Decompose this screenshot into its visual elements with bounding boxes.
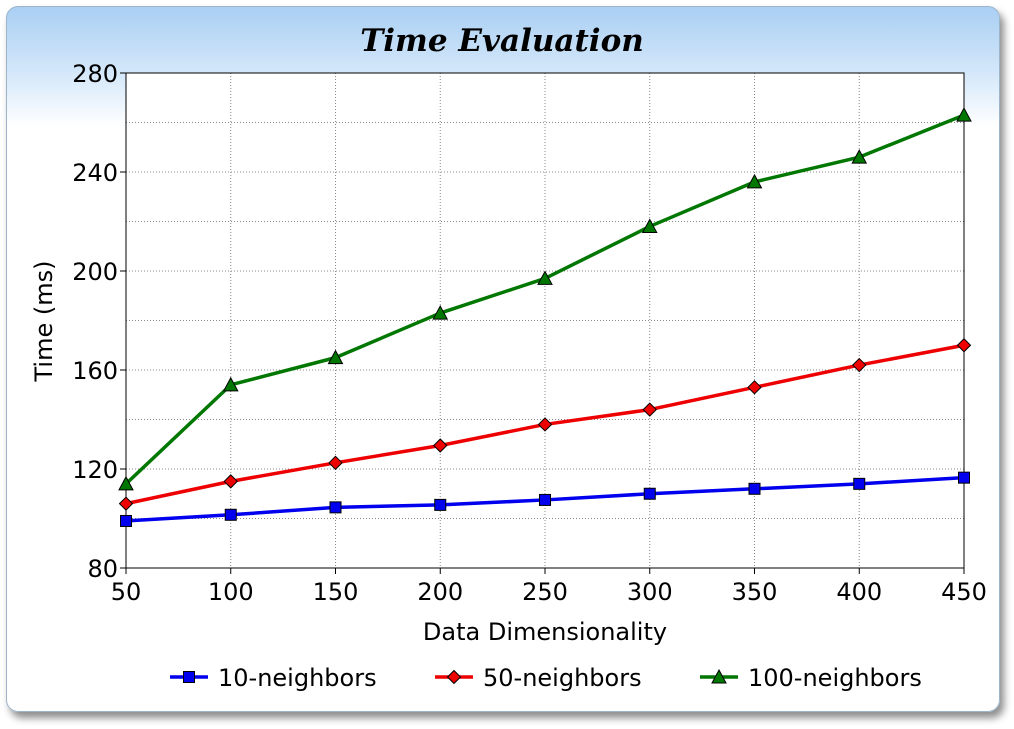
data-point-50-neighbors	[852, 357, 867, 373]
legend-item-100-neighbors: 100-neighbors	[700, 664, 922, 692]
y-tick-label: 80	[87, 555, 118, 583]
data-point-50-neighbors	[747, 380, 762, 395]
data-point-10-neighbors	[748, 482, 761, 495]
y-tick-label: 120	[72, 456, 118, 484]
x-tick-label: 300	[627, 578, 673, 606]
data-point-100-neighbors	[956, 107, 972, 122]
x-tick-label: 250	[522, 578, 568, 606]
series-50-neighbors	[118, 338, 972, 511]
x-tick-label: 100	[208, 578, 254, 606]
legend-marker	[711, 668, 727, 684]
data-point-100-neighbors	[537, 270, 553, 285]
data-point-50-neighbors	[537, 417, 553, 432]
data-point-100-neighbors	[746, 173, 763, 189]
data-point-50-neighbors	[433, 438, 448, 453]
series-layer	[118, 107, 972, 527]
data-point-50-neighbors	[118, 496, 134, 511]
data-point-50-neighbors	[223, 474, 238, 489]
y-axis: 80 120 160 200 240 280	[72, 60, 126, 583]
series-100-neighbors	[118, 107, 972, 491]
legend-label: 100-neighbors	[748, 664, 922, 692]
legend-item-10-neighbors: 10-neighbors	[170, 664, 377, 692]
x-axis-label: Data Dimensionality	[423, 618, 667, 646]
x-tick-label: 50	[111, 578, 142, 606]
data-point-100-neighbors	[641, 218, 658, 233]
y-axis-label: Time (ms)	[30, 261, 58, 383]
legend-item-50-neighbors: 50-neighbors	[435, 664, 642, 692]
legend-label: 50-neighbors	[483, 664, 642, 692]
legend-marker	[183, 671, 195, 683]
data-point-100-neighbors	[327, 349, 344, 365]
data-point-10-neighbors	[643, 487, 656, 500]
y-tick-label: 280	[72, 60, 118, 88]
data-point-10-neighbors	[434, 498, 447, 511]
data-point-50-neighbors	[956, 338, 972, 353]
y-tick-label: 160	[72, 357, 118, 385]
x-tick-label: 450	[941, 578, 987, 606]
series-10-neighbors	[120, 471, 970, 527]
data-point-10-neighbors	[958, 471, 970, 484]
legend: 10-neighbors 50-neighbors 100-neighbors	[170, 664, 922, 692]
legend-marker	[446, 669, 462, 685]
x-tick-label: 200	[417, 578, 463, 606]
data-point-10-neighbors	[539, 493, 551, 506]
data-point-100-neighbors	[222, 376, 239, 392]
data-point-100-neighbors	[432, 305, 449, 320]
data-point-10-neighbors	[120, 514, 132, 527]
y-tick-label: 200	[72, 258, 118, 286]
data-point-50-neighbors	[642, 402, 657, 417]
x-axis: 50 100 150 200 250 300 350 400 450	[111, 568, 987, 606]
x-tick-label: 400	[836, 578, 882, 606]
chart-title: Time Evaluation	[360, 23, 644, 59]
x-tick-label: 350	[732, 578, 778, 606]
x-tick-label: 150	[313, 578, 359, 606]
data-point-50-neighbors	[328, 455, 343, 471]
data-point-100-neighbors	[851, 149, 868, 164]
data-point-10-neighbors	[853, 477, 866, 490]
legend-label: 10-neighbors	[218, 664, 377, 692]
data-point-10-neighbors	[329, 501, 342, 514]
y-tick-label: 240	[72, 159, 118, 187]
data-point-100-neighbors	[118, 475, 134, 491]
data-point-10-neighbors	[224, 508, 237, 521]
